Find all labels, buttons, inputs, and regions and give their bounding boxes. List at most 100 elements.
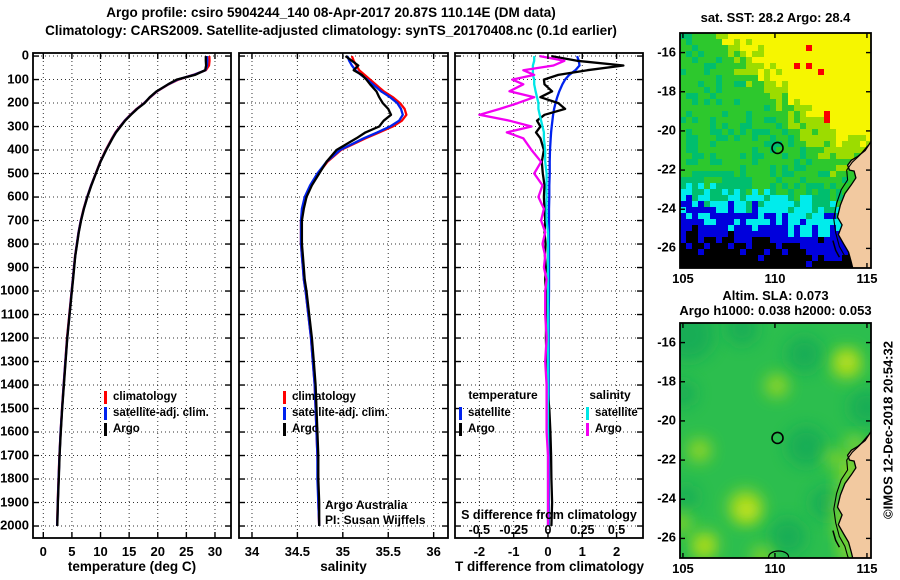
legend-item-label: satellite bbox=[468, 407, 511, 419]
sdiff-tick-label: -0.5 bbox=[468, 523, 491, 537]
depth-tick-label: 1600 bbox=[0, 423, 29, 439]
sal-legend-item: climatology bbox=[283, 390, 356, 404]
legend-item-label: climatology bbox=[292, 391, 356, 403]
depth-tick-label: 1500 bbox=[0, 400, 29, 416]
series-satellite-adj-clim bbox=[56, 56, 209, 527]
diff-legend-header-salinity: salinity bbox=[589, 388, 631, 402]
depth-tick-label: 1400 bbox=[0, 376, 29, 392]
series-argo bbox=[56, 56, 208, 527]
legend-item-label: Argo bbox=[595, 423, 622, 435]
temperature-x-tick-label: 15 bbox=[121, 544, 137, 559]
legend-line-swatch bbox=[459, 422, 462, 436]
sla-map-y-tick-label: -16 bbox=[657, 334, 676, 350]
legend-line-swatch bbox=[283, 422, 286, 436]
legend-item-label: satellite-adj. clim. bbox=[113, 407, 209, 419]
panel-frame-salinity bbox=[238, 52, 449, 539]
legend-item-label: Argo bbox=[113, 423, 140, 435]
diff-legend-item: Argo bbox=[459, 422, 495, 436]
depth-tick-label: 1200 bbox=[0, 329, 29, 345]
sal-legend-item: Argo bbox=[283, 422, 319, 436]
sst-map-y-tick-label: -18 bbox=[657, 83, 676, 99]
temperature-x-tick-label: 30 bbox=[207, 544, 223, 559]
sla-map-y-tick-label: -18 bbox=[657, 373, 676, 389]
depth-tick-label: 0 bbox=[21, 47, 29, 63]
depth-tick-label: 800 bbox=[7, 235, 29, 251]
difference-x-tick-label: -1 bbox=[507, 544, 520, 559]
salinity-x-tick-label: 34.5 bbox=[284, 544, 311, 559]
diff-legend-item: satellite bbox=[586, 406, 638, 420]
legend-line-swatch bbox=[104, 422, 107, 436]
sla-map-title-line1: Altim. SLA: 0.073 bbox=[722, 288, 829, 303]
series-argo bbox=[300, 55, 393, 526]
series-S-argo-diff bbox=[478, 54, 566, 526]
sla-map-x-tick-label: 110 bbox=[764, 561, 786, 576]
sla-map-x-tick-label: 105 bbox=[672, 561, 694, 576]
legend-line-swatch bbox=[586, 406, 589, 420]
figure-title-line1: Argo profile: csiro 5904244_140 08-Apr-2… bbox=[106, 5, 556, 20]
temp-legend-item: climatology bbox=[104, 390, 177, 404]
figure-title-line2: Climatology: CARS2009. Satellite-adjuste… bbox=[45, 23, 617, 38]
salinity-x-tick-label: 35.5 bbox=[375, 544, 401, 559]
temperature-x-tick-label: 10 bbox=[93, 544, 108, 559]
depth-tick-label: 300 bbox=[7, 118, 29, 134]
temp-legend-item: satellite-adj. clim. bbox=[104, 406, 209, 420]
sst-map-title: sat. SST: 28.2 Argo: 28.4 bbox=[700, 10, 851, 25]
sst-map-x-tick-label: 105 bbox=[672, 271, 694, 286]
difference-x-tick-label: 1 bbox=[578, 544, 586, 559]
sla-map-field bbox=[680, 323, 871, 558]
sst-map-y-tick-label: -24 bbox=[657, 200, 676, 216]
sdiff-tick-label: 0.5 bbox=[607, 523, 626, 537]
sst-map-y-tick-label: -16 bbox=[657, 44, 676, 60]
sla-map-x-tick-label: 115 bbox=[856, 561, 878, 576]
depth-tick-label: 500 bbox=[7, 165, 29, 181]
diff-legend-item: satellite bbox=[459, 406, 511, 420]
sst-map-y-tick-label: -22 bbox=[657, 161, 676, 177]
diff-legend-header-temperature: temperature bbox=[468, 388, 538, 402]
legend-item-label: climatology bbox=[113, 391, 177, 403]
series-T-satellite-diff bbox=[547, 55, 581, 526]
sdiff-tick-label: 0 bbox=[544, 523, 552, 537]
depth-tick-label: 1800 bbox=[0, 470, 29, 486]
credit-line1: Argo Australia bbox=[325, 498, 408, 512]
sla-map-y-tick-label: -26 bbox=[657, 529, 676, 545]
difference-x-tick-label: 0 bbox=[544, 544, 552, 559]
temperature-x-tick-label: 20 bbox=[150, 544, 165, 559]
sst-map-x-tick-label: 115 bbox=[856, 271, 878, 286]
legend-line-swatch bbox=[586, 422, 589, 436]
depth-tick-label: 1000 bbox=[0, 282, 29, 298]
sst-float-position-marker bbox=[771, 141, 784, 155]
depth-tick-label: 900 bbox=[7, 259, 29, 275]
sla-map-y-tick-label: -20 bbox=[657, 412, 676, 428]
salinity-x-tick-label: 34 bbox=[244, 544, 260, 559]
legend-item-label: Argo bbox=[292, 423, 319, 435]
panel-frame-temperature bbox=[32, 52, 232, 539]
sdiff-tick-label: 0.25 bbox=[570, 523, 595, 537]
depth-tick-label: 1300 bbox=[0, 353, 29, 369]
diff-legend-item: Argo bbox=[586, 422, 622, 436]
depth-tick-label: 600 bbox=[7, 188, 29, 204]
legend-item-label: satellite bbox=[595, 407, 638, 419]
sla-map-title-line2: Argo h1000: 0.038 h2000: 0.053 bbox=[679, 303, 872, 318]
temperature-x-tick-label: 5 bbox=[68, 544, 76, 559]
sal-legend-item: satellite-adj. clim. bbox=[283, 406, 388, 420]
temp-legend-item: Argo bbox=[104, 422, 140, 436]
legend-line-swatch bbox=[104, 406, 107, 420]
sla-map-y-tick-label: -24 bbox=[657, 490, 676, 506]
legend-line-swatch bbox=[283, 390, 286, 404]
depth-tick-label: 2000 bbox=[0, 517, 29, 533]
legend-item-label: satellite-adj. clim. bbox=[292, 407, 388, 419]
panel-frame-difference bbox=[454, 52, 644, 539]
depth-tick-label: 700 bbox=[7, 212, 29, 228]
salinity-x-tick-label: 36 bbox=[426, 544, 441, 559]
sla-float-position-marker bbox=[771, 431, 784, 445]
depth-tick-label: 200 bbox=[7, 94, 29, 110]
legend-line-swatch bbox=[283, 406, 286, 420]
depth-tick-label: 100 bbox=[7, 71, 29, 87]
depth-tick-label: 1700 bbox=[0, 447, 29, 463]
legend-line-swatch bbox=[459, 406, 462, 420]
tdiff-axis-label: T difference from climatology bbox=[455, 559, 645, 574]
temperature-axis-label: temperature (deg C) bbox=[67, 559, 197, 574]
salinity-x-tick-label: 35 bbox=[335, 544, 351, 559]
